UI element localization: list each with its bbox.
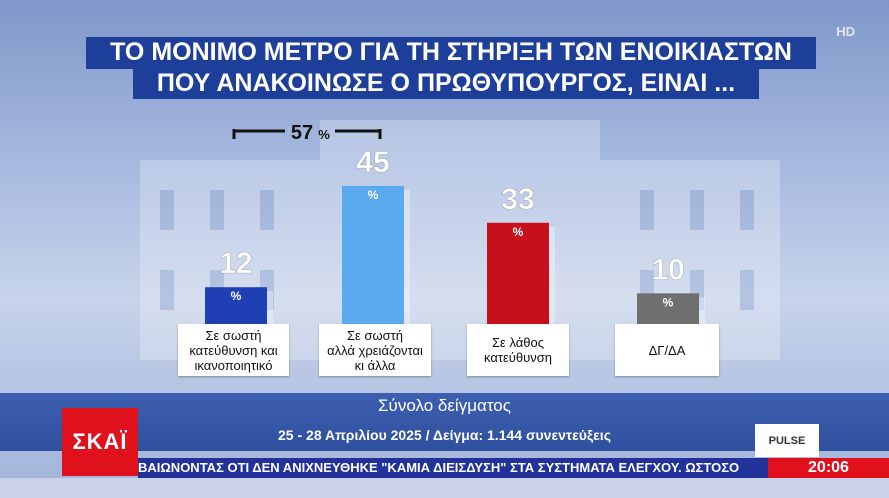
bottom-strip <box>0 478 889 498</box>
sample-band <box>0 393 889 451</box>
category-label-1: Σε σωστή κατεύθυνση και ικανοποιητικό <box>178 324 289 376</box>
category-label-2: Σε σωστή αλλά χρειάζονται κι άλλα <box>319 324 431 376</box>
category-label-4: ΔΓ/ΔΑ <box>615 324 719 376</box>
bar-value-4: 10 <box>651 253 684 286</box>
bar-4 <box>637 293 699 324</box>
bar-value-1: 12 <box>219 247 252 280</box>
category-label-line: κι άλλα <box>354 357 396 373</box>
pollster-logo: PULSE <box>755 424 819 457</box>
bracket-label: 57 <box>291 122 313 144</box>
title-line-1: ΤΟ ΜΟΝΙΜΟ ΜΕΤΡΟ ΓΙΑ ΤΗ ΣΤΗΡΙΞΗ ΤΩΝ ΕΝΟΙΚ… <box>86 37 816 69</box>
bar-unit-2: % <box>368 188 379 202</box>
bar-unit-1: % <box>231 289 242 303</box>
category-label-line: ΔΓ/ΔΑ <box>648 342 686 358</box>
bar-unit-4: % <box>663 295 674 309</box>
bar-2 <box>342 186 404 324</box>
sample-info: 25 - 28 Απριλίου 2025 / Δείγμα: 1.144 συ… <box>278 427 611 443</box>
bar-side-2 <box>404 190 410 324</box>
bar-value-2: 45 <box>356 146 389 179</box>
category-label-3: Σε λάθος κατεύθυνση <box>467 324 569 376</box>
category-label-line: αλλά χρειάζονται <box>327 342 423 358</box>
category-label-line: κατεύθυνση <box>484 350 552 365</box>
category-label-line: ικανοποιητικό <box>194 357 273 373</box>
channel-logo: ΣΚΑΪ <box>62 408 138 476</box>
category-label-line: κατεύθυνση και <box>189 342 278 358</box>
news-ticker: ΒΑΙΩΝΟΝΤΑΣ ΟΤΙ ΔΕΝ ΑΝΙΧΝΕΥΘΗΚΕ "ΚΑΜΙΑ ΔΙ… <box>138 458 778 478</box>
title-line-2: ΠΟΥ ΑΝΑΚΟΙΝΩΣΕ Ο ΠΡΩΘΥΠΟΥΡΓΟΣ, ΕΙΝΑΙ ... <box>133 68 759 99</box>
category-label-line: Σε σωστή <box>346 327 403 343</box>
hd-badge: HD <box>836 24 855 39</box>
clock: 20:06 <box>768 458 889 478</box>
bar-3 <box>487 222 549 324</box>
bar-side-3 <box>549 226 555 324</box>
bar-value-3: 33 <box>501 183 534 216</box>
bar-side-4 <box>699 297 705 324</box>
bar-1 <box>205 287 267 324</box>
bar-side-1 <box>267 291 273 324</box>
bracket-unit: % <box>318 127 330 142</box>
bar-unit-3: % <box>513 225 524 239</box>
category-label-line: Σε σωστή <box>205 327 262 343</box>
category-label-line: Σε λάθος <box>492 335 544 350</box>
sample-title: Σύνολο δείγματος <box>378 396 511 415</box>
